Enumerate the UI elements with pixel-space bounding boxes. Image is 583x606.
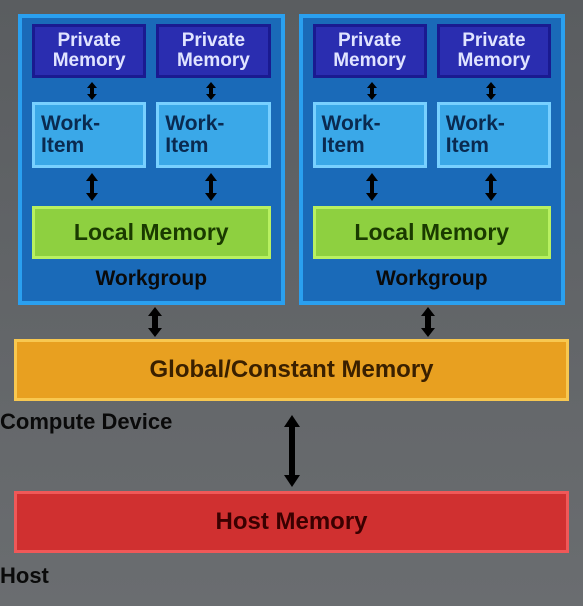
workgroup-label: Workgroup — [32, 259, 271, 293]
double-arrow-icon — [203, 173, 219, 201]
work-item-label-1: Work- — [322, 112, 381, 135]
double-arrow-icon — [146, 307, 164, 337]
host-memory-box: Host Memory — [14, 491, 569, 553]
global-memory-box: Global/Constant Memory — [14, 339, 569, 401]
private-memory-label-2: Memory — [177, 50, 250, 71]
arrow-row-wi-lm — [32, 172, 271, 202]
double-arrow-icon — [483, 173, 499, 201]
local-memory-box: Local Memory — [313, 206, 552, 259]
private-memory-label-2: Memory — [457, 50, 530, 71]
double-arrow-icon — [484, 82, 498, 100]
private-memory-label-1: Private — [462, 30, 525, 51]
host-label: Host — [0, 553, 583, 589]
private-memory-box: Private Memory — [32, 24, 146, 78]
work-item-label-2: Item — [41, 134, 84, 157]
work-item-label-2: Item — [165, 134, 208, 157]
work-item-box: Work- Item — [313, 102, 427, 168]
private-memory-label-2: Memory — [333, 50, 406, 71]
local-memory-label: Local Memory — [354, 219, 509, 245]
workgroups-row: Private Memory Private Memory Work- Item… — [0, 0, 583, 305]
workgroup: Private Memory Private Memory Work- Item… — [299, 14, 566, 305]
double-arrow-icon — [204, 82, 218, 100]
private-memory-label-1: Private — [57, 30, 120, 51]
local-memory-box: Local Memory — [32, 206, 271, 259]
private-memory-box: Private Memory — [313, 24, 427, 78]
private-memory-box: Private Memory — [156, 24, 270, 78]
private-memory-row: Private Memory Private Memory — [32, 24, 271, 78]
arrow-global-host — [0, 415, 583, 491]
host-memory-label: Host Memory — [215, 508, 367, 535]
double-arrow-icon — [364, 173, 380, 201]
work-item-label-1: Work- — [41, 112, 100, 135]
workgroup-label: Workgroup — [313, 259, 552, 293]
work-item-box: Work- Item — [437, 102, 551, 168]
work-item-row: Work- Item Work- Item — [313, 102, 552, 168]
private-memory-label-1: Private — [182, 30, 245, 51]
arrow-row-wi-lm — [313, 172, 552, 202]
work-item-box: Work- Item — [156, 102, 270, 168]
arrow-row-pm-wi — [313, 80, 552, 102]
work-item-label-1: Work- — [446, 112, 505, 135]
arrow-row-pm-wi — [32, 80, 271, 102]
workgroup: Private Memory Private Memory Work- Item… — [18, 14, 285, 305]
private-memory-label-1: Private — [338, 30, 401, 51]
private-memory-label-2: Memory — [53, 50, 126, 71]
work-item-label-2: Item — [446, 134, 489, 157]
double-arrow-icon — [282, 415, 302, 487]
private-memory-row: Private Memory Private Memory — [313, 24, 552, 78]
work-item-row: Work- Item Work- Item — [32, 102, 271, 168]
private-memory-box: Private Memory — [437, 24, 551, 78]
work-item-label-2: Item — [322, 134, 365, 157]
double-arrow-icon — [419, 307, 437, 337]
arrow-row-wg-global — [0, 305, 583, 339]
double-arrow-icon — [84, 173, 100, 201]
local-memory-label: Local Memory — [74, 219, 229, 245]
work-item-box: Work- Item — [32, 102, 146, 168]
double-arrow-icon — [85, 82, 99, 100]
work-item-label-1: Work- — [165, 112, 224, 135]
double-arrow-icon — [365, 82, 379, 100]
global-memory-label: Global/Constant Memory — [149, 356, 433, 383]
